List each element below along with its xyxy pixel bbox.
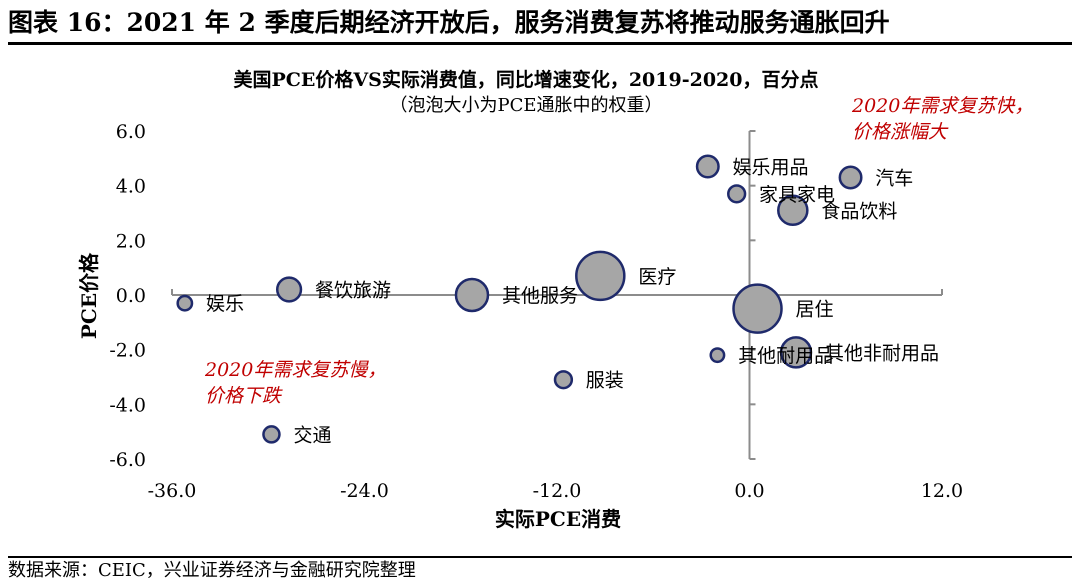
bubble (275, 276, 303, 303)
point-label: 其他耐用品 (738, 345, 833, 367)
annotation-slow-recovery: 2020年需求复苏慢， 价格下跌 (204, 359, 392, 407)
x-tick-label: -24.0 (340, 480, 389, 502)
figure-title: 图表 16：2021 年 2 季度后期经济开放后，服务消费复苏将推动服务通胀回升 (8, 8, 890, 37)
point-label: 食品饮料 (821, 200, 897, 222)
point-label: 医疗 (638, 266, 676, 288)
x-axis-label: 实际PCE消费 (495, 507, 621, 531)
bubble (727, 184, 747, 204)
title-rule (8, 42, 1072, 45)
y-tick-label: 0.0 (116, 285, 146, 307)
annotation-slow-line-1: 2020年需求复苏慢， (204, 359, 386, 381)
source-note: 数据来源：CEIC，兴业证券经济与金融研究院整理 (8, 560, 416, 581)
bubble (176, 294, 194, 312)
x-tick-label: 0.0 (734, 480, 764, 502)
bubble (838, 165, 863, 190)
point-label: 家具家电 (759, 184, 835, 206)
y-tick-label: -6.0 (109, 449, 146, 471)
bubble-chart: 美国PCE价格VS实际消费值，同比增速变化，2019-2020，百分点 （泡泡大… (77, 68, 1039, 531)
x-tick-label: -12.0 (533, 480, 582, 502)
point-label: 娱乐用品 (733, 157, 809, 179)
bubble (779, 336, 813, 369)
point-label: 娱乐 (206, 293, 244, 315)
bubble (262, 425, 281, 444)
x-tick-label: -36.0 (148, 480, 197, 502)
y-tick-label: 4.0 (116, 176, 146, 198)
annotation-fast-line-2: 价格涨幅大 (852, 121, 949, 143)
bubble (777, 194, 809, 227)
point-label: 交通 (293, 424, 331, 446)
y-tick-labels: 6.0 4.0 2.0 0.0 -2.0 -4.0 -6.0 (109, 121, 146, 471)
point-label: 其他非耐用品 (825, 342, 939, 364)
bubbles (176, 154, 863, 444)
annotation-fast-line-1: 2020年需求复苏快， (851, 95, 1033, 117)
y-tick-label: 6.0 (116, 121, 146, 143)
x-tick-label: 12.0 (921, 480, 963, 502)
y-tick-label: -4.0 (109, 394, 146, 416)
bubble (732, 283, 783, 334)
bubble (553, 370, 574, 390)
point-label: 其他服务 (502, 285, 578, 307)
point-label: 服装 (586, 370, 624, 392)
bubble (575, 250, 626, 302)
point-label: 居住 (796, 299, 834, 321)
chart-title: 美国PCE价格VS实际消费值，同比增速变化，2019-2020，百分点 (233, 68, 818, 91)
bubble (695, 154, 720, 179)
bubble (709, 347, 726, 364)
y-axis-label: PCE价格 (77, 252, 101, 339)
y-tick-label: -2.0 (109, 340, 146, 362)
source-rule (8, 556, 1072, 558)
annotation-slow-line-2: 价格下跌 (205, 385, 283, 407)
point-label: 汽车 (875, 167, 913, 189)
point-label: 餐饮旅游 (315, 280, 391, 302)
y-tick-label: 2.0 (116, 230, 146, 252)
bubble (454, 277, 490, 313)
x-tick-labels: -36.0 -24.0 -12.0 0.0 12.0 (148, 480, 964, 502)
annotation-fast-recovery: 2020年需求复苏快， 价格涨幅大 (851, 95, 1039, 143)
chart-subtitle: （泡泡大小为PCE通胀中的权重） (389, 95, 662, 116)
